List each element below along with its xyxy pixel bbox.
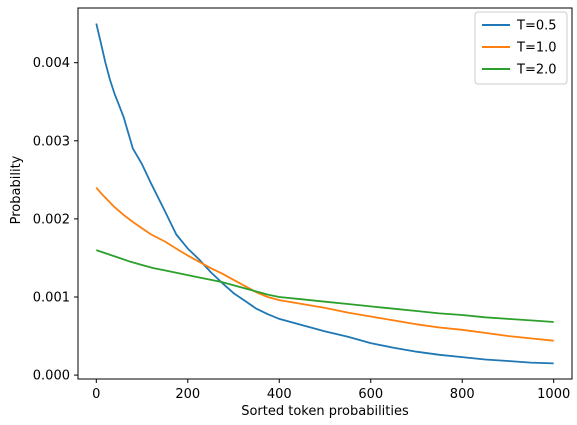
plot-lines <box>95 23 554 365</box>
y-axis: 0.000 0.001 0.002 0.003 0.004 <box>33 56 78 384</box>
y-tick-label: 0.002 <box>33 212 70 227</box>
x-axis-label: Sorted token probabilities <box>241 404 409 419</box>
x-tick-label: 0 <box>92 387 100 402</box>
x-tick-label: 200 <box>175 387 200 402</box>
y-tick-label: 0.003 <box>33 134 70 149</box>
y-tick-label: 0.001 <box>33 290 70 305</box>
legend-box <box>474 11 568 85</box>
x-tick-label: 1000 <box>537 387 570 402</box>
legend-label: T=2.0 <box>516 63 557 78</box>
y-tick-label: 0.000 <box>33 369 70 384</box>
x-tick-label: 600 <box>358 387 383 402</box>
legend-label: T=1.0 <box>516 41 557 56</box>
series-line-3 <box>96 249 554 323</box>
y-tick-label: 0.004 <box>33 56 70 71</box>
legend: T=0.5 T=1.0 T=2.0 <box>474 11 568 85</box>
x-tick-label: 400 <box>267 387 292 402</box>
x-tick-label: 800 <box>450 387 475 402</box>
series-line-2 <box>95 187 554 342</box>
y-axis-label: Probability <box>9 155 24 224</box>
plot-frame <box>77 7 573 380</box>
x-axis: 0 200 400 600 800 1000 <box>92 379 570 402</box>
series-line-1 <box>95 23 554 365</box>
legend-label: T=0.5 <box>516 19 557 34</box>
